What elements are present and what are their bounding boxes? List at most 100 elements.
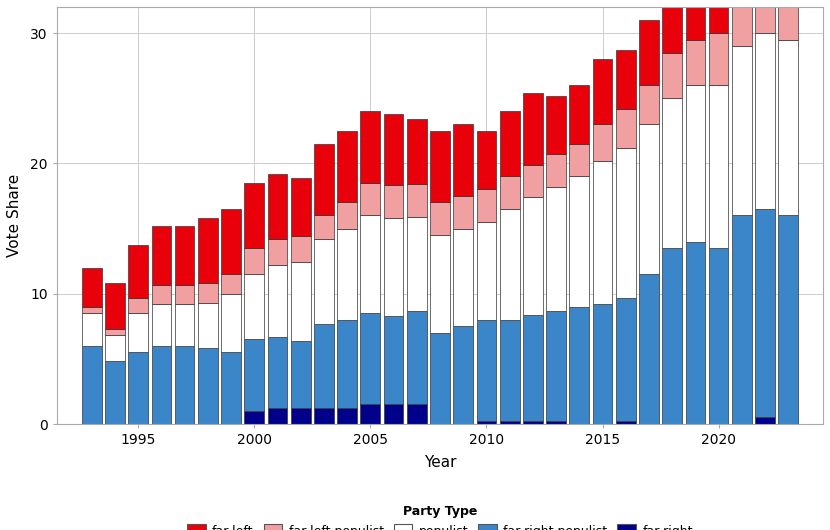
Bar xyxy=(383,218,403,316)
Y-axis label: Vote Share: Vote Share xyxy=(7,174,22,257)
Bar xyxy=(616,109,636,148)
Bar xyxy=(244,248,264,274)
Bar xyxy=(129,245,148,297)
Bar xyxy=(430,131,450,202)
Bar xyxy=(105,329,124,335)
Bar xyxy=(221,274,241,294)
Bar xyxy=(546,311,566,421)
Bar xyxy=(523,421,543,424)
Bar xyxy=(755,0,775,33)
X-axis label: Year: Year xyxy=(424,455,456,470)
Bar xyxy=(500,111,520,176)
Bar xyxy=(709,248,729,424)
Bar xyxy=(476,189,496,222)
Bar xyxy=(82,346,101,424)
Bar xyxy=(82,313,101,346)
Bar xyxy=(82,268,101,307)
Bar xyxy=(639,124,659,274)
Bar xyxy=(616,50,636,109)
Bar xyxy=(290,341,310,408)
Bar xyxy=(383,114,403,186)
Bar xyxy=(569,307,589,424)
Bar xyxy=(407,217,427,311)
Bar xyxy=(407,311,427,404)
Bar xyxy=(267,408,287,424)
Bar xyxy=(639,85,659,124)
Bar xyxy=(175,285,194,304)
Bar xyxy=(779,40,798,216)
Bar xyxy=(709,33,729,85)
Bar xyxy=(105,335,124,361)
Bar xyxy=(244,411,264,424)
Bar xyxy=(152,346,171,424)
Bar xyxy=(616,297,636,421)
Bar xyxy=(500,209,520,320)
Bar xyxy=(476,131,496,189)
Bar xyxy=(546,187,566,311)
Bar xyxy=(500,176,520,209)
Bar xyxy=(198,303,217,348)
Bar xyxy=(755,209,775,418)
Bar xyxy=(129,352,148,424)
Bar xyxy=(662,248,682,424)
Bar xyxy=(593,161,613,304)
Legend: far-left, far-left populist, populist, far-right populist, far-right: far-left, far-left populist, populist, f… xyxy=(182,500,698,530)
Bar xyxy=(360,183,380,216)
Bar xyxy=(290,262,310,341)
Bar xyxy=(360,111,380,183)
Bar xyxy=(476,421,496,424)
Bar xyxy=(732,46,752,216)
Bar xyxy=(779,0,798,40)
Bar xyxy=(383,404,403,424)
Bar xyxy=(267,174,287,239)
Bar xyxy=(523,314,543,421)
Bar xyxy=(314,239,334,324)
Bar xyxy=(616,148,636,297)
Bar xyxy=(476,320,496,421)
Bar xyxy=(198,348,217,424)
Bar xyxy=(407,119,427,184)
Bar xyxy=(267,265,287,337)
Bar xyxy=(290,236,310,262)
Bar xyxy=(175,226,194,285)
Bar xyxy=(546,95,566,154)
Bar xyxy=(732,0,752,46)
Bar xyxy=(152,226,171,285)
Bar xyxy=(430,235,450,333)
Bar xyxy=(314,144,334,216)
Bar xyxy=(82,307,101,313)
Bar xyxy=(662,98,682,248)
Bar xyxy=(500,421,520,424)
Bar xyxy=(244,339,264,411)
Bar xyxy=(360,404,380,424)
Bar xyxy=(755,418,775,424)
Bar xyxy=(686,0,706,40)
Bar xyxy=(407,404,427,424)
Bar xyxy=(523,197,543,314)
Bar xyxy=(709,85,729,248)
Bar xyxy=(360,216,380,313)
Bar xyxy=(569,85,589,144)
Bar xyxy=(175,346,194,424)
Bar xyxy=(221,209,241,274)
Bar xyxy=(314,408,334,424)
Bar xyxy=(430,333,450,424)
Bar xyxy=(105,283,124,329)
Bar xyxy=(453,196,473,228)
Bar xyxy=(290,408,310,424)
Bar xyxy=(616,421,636,424)
Bar xyxy=(686,40,706,85)
Bar xyxy=(290,178,310,236)
Bar xyxy=(407,184,427,217)
Bar xyxy=(709,0,729,33)
Bar xyxy=(686,85,706,242)
Bar xyxy=(152,285,171,304)
Bar xyxy=(779,216,798,424)
Bar xyxy=(569,144,589,176)
Bar xyxy=(129,313,148,352)
Bar xyxy=(221,352,241,424)
Bar xyxy=(198,283,217,303)
Bar xyxy=(430,202,450,235)
Bar xyxy=(476,222,496,320)
Bar xyxy=(546,421,566,424)
